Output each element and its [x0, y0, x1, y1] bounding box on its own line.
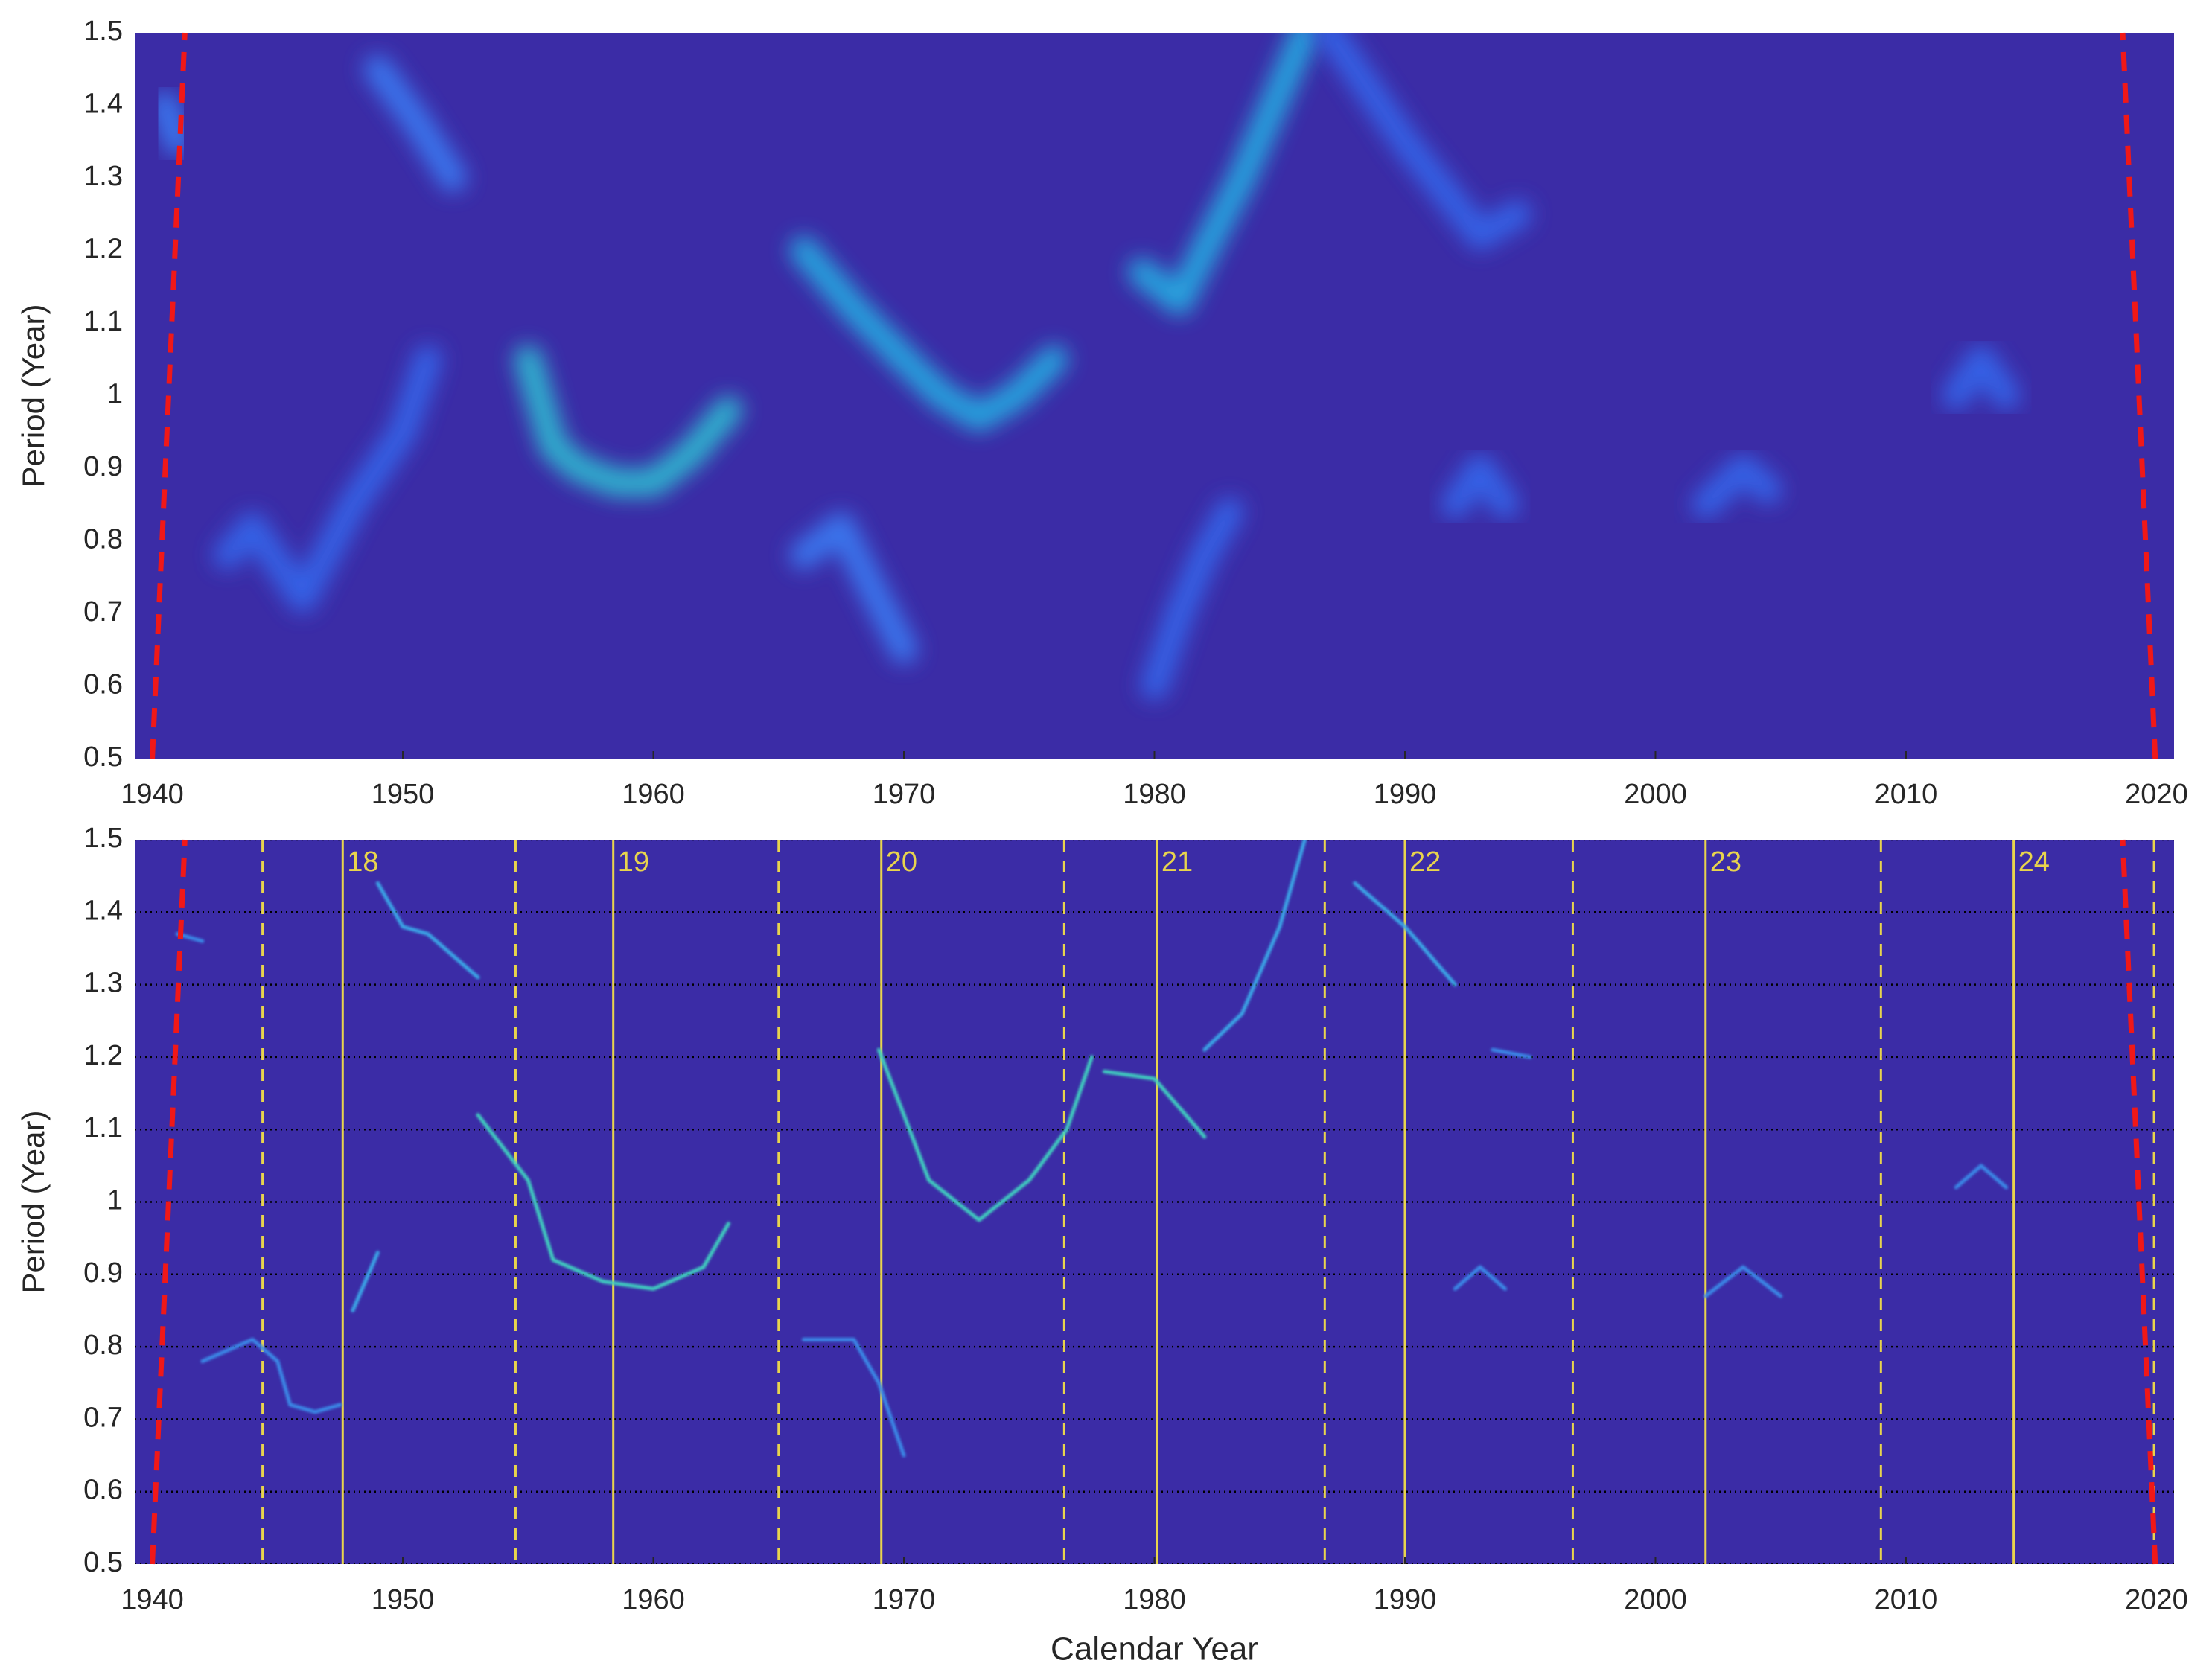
y-tick-label: 1.5: [83, 16, 123, 47]
x-axis-title: Calendar Year: [1051, 1631, 1258, 1668]
coi-boundary: [150, 32, 188, 759]
coi-boundary: [2120, 32, 2158, 759]
x-tick-label: 2000: [1624, 779, 1687, 810]
y-axis-title: Period (Year): [16, 304, 51, 488]
x-tick-label: 1980: [1123, 1584, 1186, 1615]
spectral-ridge: [1703, 1265, 1783, 1298]
cycle-label: 22: [1409, 846, 1441, 878]
y-tick-label: 0.6: [83, 669, 123, 701]
x-tick-label: 2010: [1875, 779, 1938, 810]
plot-background: [135, 840, 2174, 1564]
spectral-ridge: [375, 881, 480, 980]
y-tick-label: 1: [107, 379, 123, 410]
x-tick-label: 1960: [622, 779, 685, 810]
plot-background: [135, 33, 2174, 759]
cycle-label: 23: [1710, 846, 1741, 878]
coi-boundary: [2120, 839, 2158, 1565]
spectral-ridge: [200, 1337, 342, 1414]
y-tick-label: 1.5: [83, 823, 123, 854]
spectral-ridge: [1127, 33, 1319, 316]
x-tick-label: 1990: [1374, 779, 1437, 810]
x-tick-label: 2000: [1624, 1584, 1687, 1615]
spectral-ridge: [1102, 1069, 1207, 1139]
y-tick-label: 1.2: [83, 234, 123, 265]
x-tick-label: 1960: [622, 1584, 685, 1615]
y-tick-label: 0.8: [83, 524, 123, 555]
spectral-ridge: [1441, 454, 1520, 519]
x-tick-label: 1990: [1374, 1584, 1437, 1615]
spectral-ridge: [1316, 33, 1532, 250]
spectral-ridge: [1453, 1265, 1508, 1291]
x-tick-label: 2010: [1875, 1584, 1938, 1615]
x-tick-label: 1980: [1123, 779, 1186, 810]
spectral-ridge: [789, 236, 1068, 432]
x-tick-label: 2020: [2125, 1584, 2188, 1615]
y-tick-label: 1.4: [83, 89, 123, 120]
y-tick-label: 0.5: [83, 1547, 123, 1578]
spectral-ridge: [1954, 1164, 2009, 1190]
cycle-label: 18: [347, 846, 378, 878]
y-tick-label: 1.1: [83, 1112, 123, 1143]
spectral-ridge: [363, 54, 468, 192]
y-axis-title: Period (Year): [16, 1111, 51, 1294]
y-tick-label: 1.4: [83, 895, 123, 926]
cycle-label: 21: [1161, 846, 1193, 878]
x-tick-label: 1950: [372, 1584, 435, 1615]
spectral-ridge: [150, 91, 192, 156]
x-tick-label: 1970: [873, 779, 936, 810]
spectral-ridge: [1202, 840, 1307, 1052]
y-tick-label: 1.3: [83, 161, 123, 192]
x-tick-label: 1940: [121, 779, 184, 810]
spectral-ridge: [213, 345, 442, 613]
cycle-label: 20: [886, 846, 917, 878]
cycle-label: 19: [618, 846, 649, 878]
x-tick-label: 1950: [372, 779, 435, 810]
y-tick-label: 1.3: [83, 968, 123, 999]
spectral-ridge: [514, 345, 743, 497]
y-tick-label: 0.8: [83, 1330, 123, 1361]
x-tick-label: 1940: [121, 1584, 184, 1615]
plot-area: [135, 33, 2174, 759]
spectral-ridge: [1491, 1047, 1532, 1059]
coi-boundary: [150, 839, 188, 1565]
y-tick-label: 0.9: [83, 1257, 123, 1289]
cycle-label: 24: [2018, 846, 2050, 878]
y-tick-label: 0.7: [83, 596, 123, 628]
plot-area: [135, 840, 2174, 1564]
x-tick-label: 1970: [873, 1584, 936, 1615]
spectral-ridge: [1140, 497, 1244, 701]
spectral-ridge: [1353, 881, 1457, 987]
y-tick-label: 0.9: [83, 451, 123, 482]
y-tick-label: 1.1: [83, 306, 123, 337]
spectral-ridge: [876, 1047, 1094, 1222]
spectral-ridge: [351, 1251, 380, 1312]
y-tick-label: 0.5: [83, 741, 123, 773]
y-tick-label: 0.7: [83, 1402, 123, 1433]
spectral-ridge: [476, 1113, 730, 1291]
x-tick-label: 2020: [2125, 779, 2188, 810]
spectral-ridge: [1691, 454, 1782, 519]
y-tick-label: 1.2: [83, 1040, 123, 1071]
y-tick-label: 0.6: [83, 1475, 123, 1506]
spectral-ridge: [1942, 345, 2021, 410]
spectral-ridge: [789, 512, 919, 664]
y-tick-label: 1: [107, 1185, 123, 1216]
spectral-ridge: [801, 1337, 906, 1458]
